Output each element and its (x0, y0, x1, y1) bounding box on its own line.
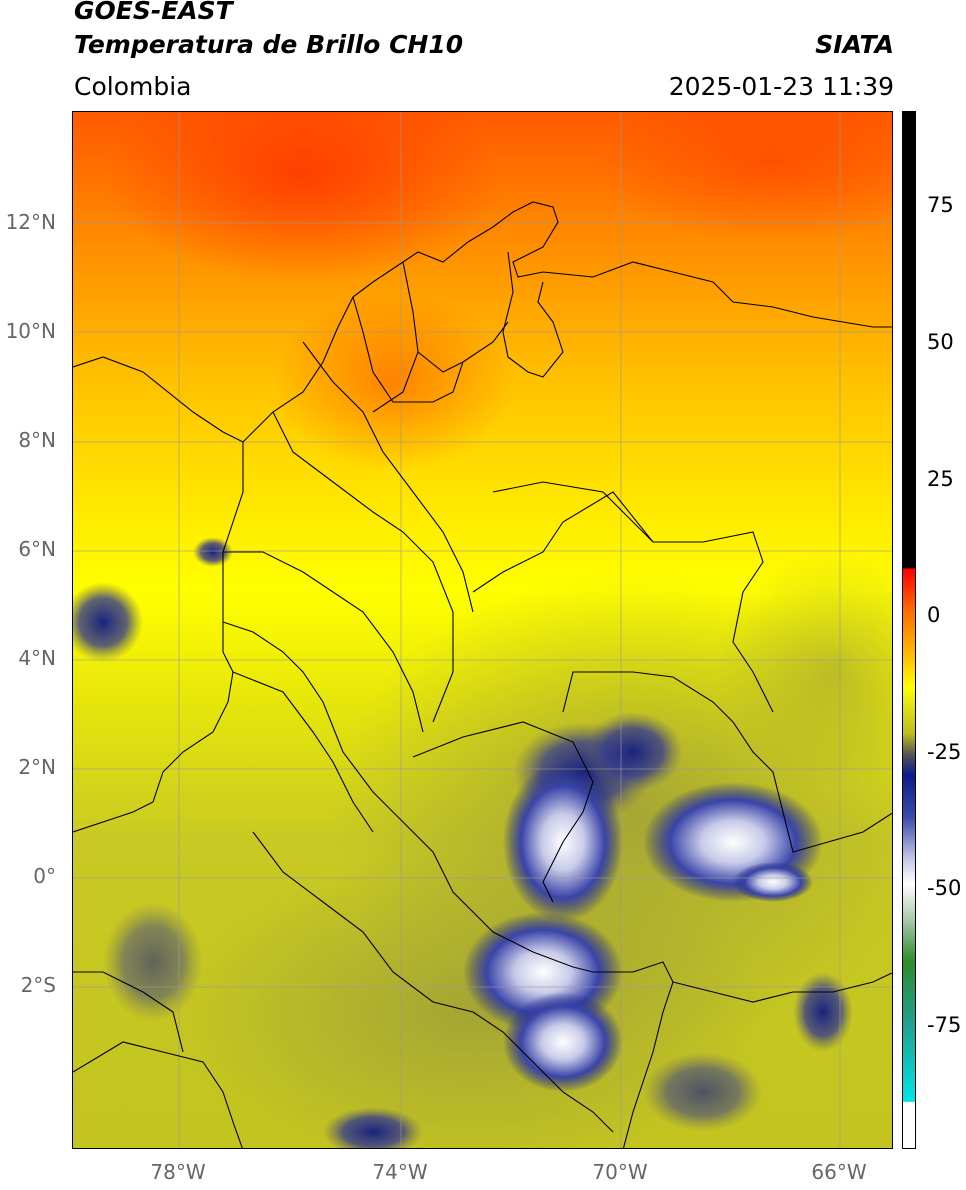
colorbar-label-25: 25 (927, 467, 954, 491)
colorbar (902, 111, 916, 1149)
colorbar-label-75: 75 (927, 193, 954, 217)
lon-label-78w: 78°W (150, 1160, 206, 1184)
lat-label-2n: 2°N (18, 755, 56, 779)
lat-label-12n: 12°N (5, 210, 56, 234)
satellite-map (72, 111, 893, 1149)
lon-label-66w: 66°W (811, 1160, 867, 1184)
brightness-temperature-image (73, 112, 892, 1148)
lat-label-2s: 2°S (20, 973, 56, 997)
lat-label-4n: 4°N (18, 646, 56, 670)
colorbar-label-neg50: -50 (927, 876, 962, 900)
colorbar-label-0: 0 (927, 603, 941, 627)
graticule (73, 112, 892, 1148)
product-title: Temperatura de Brillo CH10 (74, 30, 464, 59)
colorbar-gradient (903, 112, 915, 1148)
lat-label-6n: 6°N (18, 537, 56, 561)
datetime-label: 2025-01-23 11:39 (668, 72, 894, 101)
agency-label: SIATA (815, 30, 894, 59)
lat-label-8n: 8°N (18, 428, 56, 452)
colorbar-label-neg75: -75 (927, 1013, 962, 1037)
lat-label-10n: 10°N (5, 319, 56, 343)
lon-label-74w: 74°W (372, 1160, 428, 1184)
lat-label-0: 0° (33, 864, 56, 888)
satellite-title: GOES-EAST (74, 0, 233, 25)
colorbar-label-50: 50 (927, 330, 954, 354)
lon-label-70w: 70°W (592, 1160, 648, 1184)
boundaries (73, 201, 892, 1148)
colorbar-label-neg25: -25 (927, 740, 962, 764)
region-label: Colombia (74, 72, 192, 101)
